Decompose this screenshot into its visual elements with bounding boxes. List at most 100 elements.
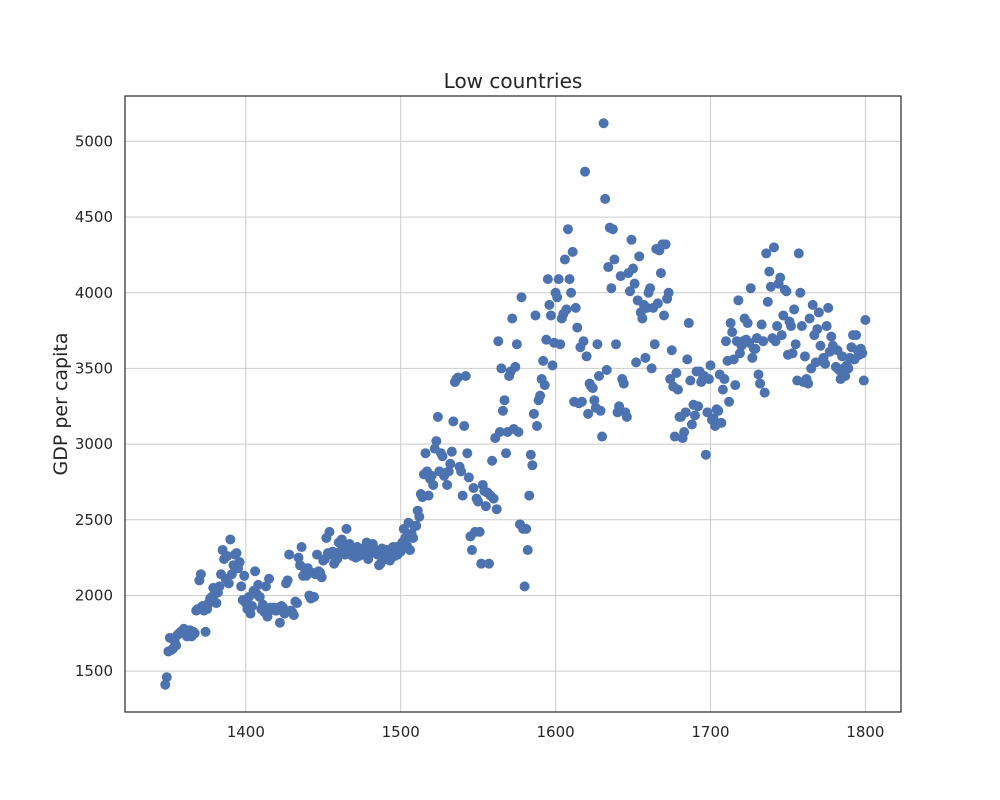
data-point	[566, 287, 577, 298]
data-point	[665, 374, 676, 385]
data-point	[448, 416, 459, 427]
data-point	[474, 526, 485, 537]
data-point	[601, 364, 612, 375]
data-point	[615, 271, 626, 282]
data-point	[624, 286, 635, 297]
data-point	[702, 407, 713, 418]
data-point	[725, 318, 736, 329]
data-point	[443, 466, 454, 477]
data-point	[587, 383, 598, 394]
data-point	[539, 380, 550, 391]
data-point	[257, 599, 268, 610]
data-point	[813, 307, 824, 318]
data-point	[562, 224, 573, 235]
data-point	[341, 523, 352, 534]
data-point	[462, 448, 473, 459]
data-point	[747, 352, 758, 363]
y-tick-label: 4000	[75, 284, 113, 302]
data-point	[189, 628, 200, 639]
data-point	[511, 339, 522, 350]
data-point	[659, 310, 670, 321]
data-point	[487, 455, 498, 466]
data-point	[250, 566, 261, 577]
data-point	[595, 405, 606, 416]
y-tick-label: 1500	[75, 662, 113, 680]
data-point	[720, 336, 731, 347]
data-point	[291, 598, 302, 609]
data-point	[679, 427, 690, 437]
data-point	[432, 411, 443, 422]
data-point	[640, 352, 651, 363]
data-point	[713, 405, 724, 416]
data-point	[756, 319, 767, 330]
data-point	[288, 610, 299, 621]
data-point	[719, 374, 730, 385]
data-point	[296, 542, 307, 553]
data-point	[652, 298, 663, 309]
data-point	[775, 272, 786, 283]
data-point	[463, 472, 474, 483]
data-point	[274, 617, 285, 628]
data-point	[316, 572, 327, 583]
x-tick-label: 1500	[382, 723, 420, 741]
y-tick-label: 4500	[75, 208, 113, 226]
data-point	[423, 490, 434, 501]
data-point	[572, 322, 583, 333]
data-point	[547, 360, 558, 371]
data-point	[225, 534, 236, 545]
grid	[125, 96, 901, 712]
data-point	[480, 501, 491, 512]
data-point	[803, 378, 814, 389]
data-point	[507, 313, 518, 324]
data-point	[519, 581, 530, 592]
data-point	[717, 384, 728, 395]
data-point	[308, 591, 319, 602]
data-point	[414, 511, 425, 522]
data-point	[525, 449, 536, 460]
data-point	[483, 558, 494, 569]
data-point	[264, 573, 275, 584]
data-points	[160, 118, 871, 690]
data-point	[426, 470, 437, 481]
data-point	[631, 357, 642, 368]
data-point	[445, 458, 456, 469]
data-point	[583, 408, 594, 419]
y-tick-label: 3500	[75, 359, 113, 377]
data-point	[733, 295, 744, 306]
data-point	[815, 340, 826, 351]
data-point	[521, 523, 532, 534]
data-point	[629, 278, 640, 289]
data-point	[555, 339, 566, 350]
data-point	[716, 417, 727, 428]
data-point	[745, 283, 756, 294]
data-point	[795, 287, 806, 298]
data-point	[660, 239, 671, 250]
data-point	[466, 545, 477, 556]
data-point	[580, 166, 591, 177]
data-point	[764, 266, 775, 277]
data-point	[614, 401, 625, 412]
data-point	[564, 274, 575, 285]
data-point	[262, 611, 273, 622]
y-tick-label: 5000	[75, 132, 113, 150]
data-point	[236, 581, 247, 592]
data-point	[488, 493, 499, 504]
data-point	[821, 321, 832, 332]
data-point	[765, 281, 776, 292]
data-point	[787, 348, 798, 359]
data-point	[496, 363, 507, 374]
data-point	[597, 431, 608, 442]
data-point	[404, 545, 415, 556]
data-point	[420, 448, 431, 459]
data-point	[552, 292, 563, 303]
data-point	[626, 234, 637, 245]
data-point	[200, 626, 211, 637]
data-point	[790, 339, 801, 350]
data-point	[428, 479, 439, 490]
data-point	[561, 304, 572, 315]
data-point	[683, 318, 694, 329]
data-point	[705, 360, 716, 371]
data-point	[524, 490, 535, 501]
data-point	[851, 330, 862, 341]
data-point	[570, 302, 581, 313]
